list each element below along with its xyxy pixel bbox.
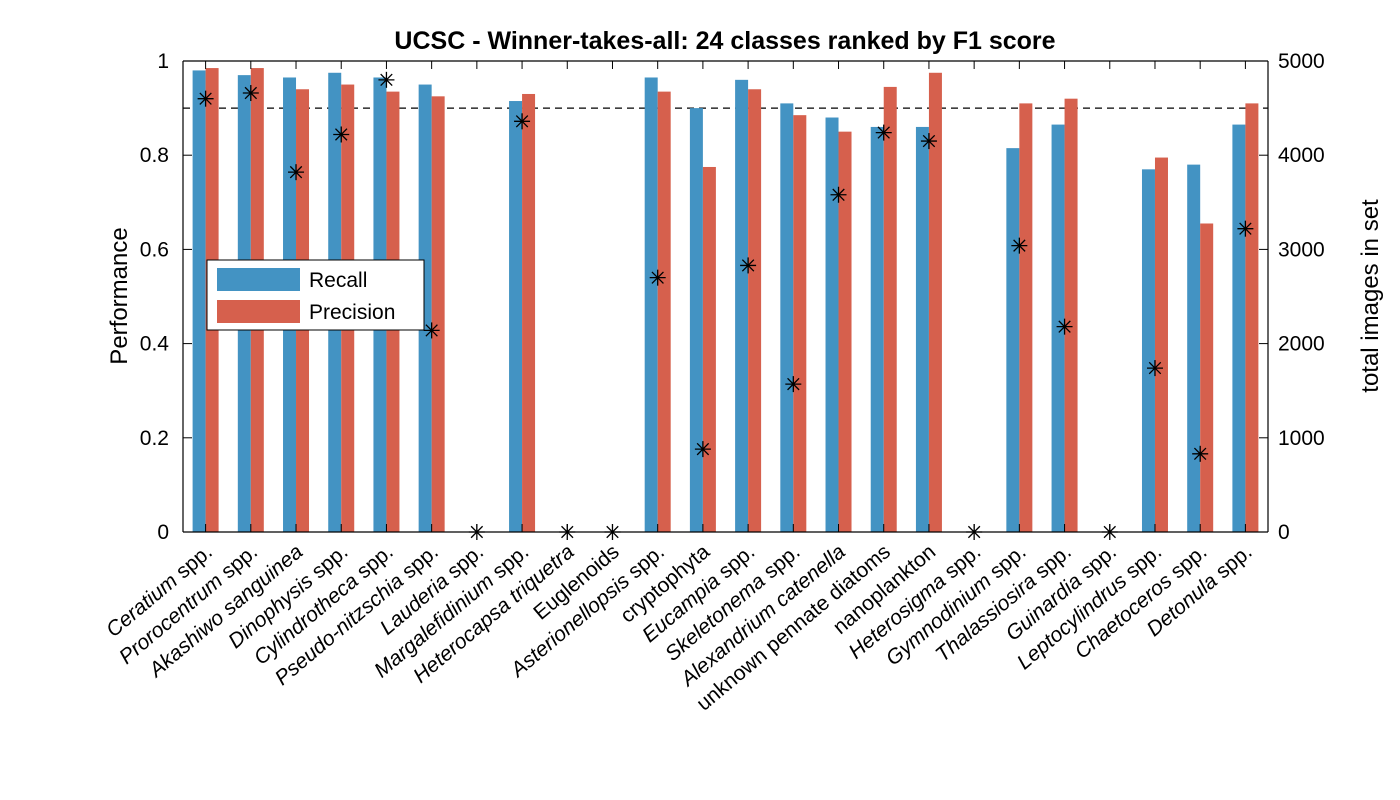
y2-axis-label: total images in set: [1357, 199, 1384, 393]
marker-total-19: [1056, 318, 1073, 335]
bar-precision-5: [431, 96, 445, 532]
right-axis-ticks: 0 1000 2000 3000 4000 5000: [1259, 50, 1325, 544]
marker-total-4: [378, 71, 395, 88]
marker-total-12: [740, 257, 757, 274]
marker-total-21: [1146, 360, 1163, 377]
y-tick-label-3: 0.6: [140, 238, 169, 261]
bar-precision-23: [1245, 103, 1259, 532]
y2-tick-label-3: 3000: [1278, 238, 1325, 261]
bar-precision-10: [657, 91, 671, 533]
bar-precision-18: [1019, 103, 1033, 532]
bar-precision-11: [702, 166, 716, 532]
axes-layer: [182, 60, 1269, 533]
bar-recall-16: [915, 126, 929, 532]
marker-total-15: [875, 124, 892, 141]
marker-total-2: [288, 164, 305, 181]
marker-total-22: [1192, 445, 1209, 462]
bar-recall-21: [1141, 169, 1155, 532]
bar-precision-14: [838, 131, 852, 532]
y2-tick-label-4: 4000: [1278, 144, 1325, 167]
bar-recall-14: [825, 117, 839, 533]
marker-total-5: [423, 322, 440, 339]
legend-label-precision: Precision: [309, 301, 395, 324]
y-axis-label: Performance: [106, 227, 133, 364]
bar-recall-0: [192, 70, 206, 533]
bar-recall-11: [689, 108, 703, 532]
marker-total-18: [1011, 237, 1028, 254]
legend-swatch-recall: [217, 268, 300, 291]
bar-recall-5: [418, 84, 432, 533]
y2-tick-label-5: 5000: [1278, 50, 1325, 73]
y2-tick-label-2: 2000: [1278, 333, 1325, 356]
marker-total-11: [694, 441, 711, 458]
category-labels: Ceratium spp.Prorocentrum spp.Akashiwo s…: [102, 540, 1257, 715]
marker-total-3: [333, 126, 350, 143]
bar-recall-10: [644, 77, 658, 533]
bar-recall-7: [509, 101, 523, 532]
y-tick-label-2: 0.4: [140, 333, 170, 356]
bar-recall-22: [1187, 164, 1201, 532]
bar-precision-21: [1154, 157, 1168, 532]
bar-precision-7: [522, 93, 536, 532]
bar-recall-13: [780, 103, 794, 532]
y-tick-label-4: 0.8: [140, 144, 169, 167]
marker-total-1: [242, 85, 259, 102]
y2-tick-label-0: 0: [1278, 521, 1290, 544]
bar-precision-12: [748, 89, 762, 532]
bar-recall-15: [870, 126, 884, 532]
y2-tick-label-1: 1000: [1278, 427, 1325, 450]
bar-recall-12: [735, 79, 749, 532]
bar-recall-19: [1051, 124, 1065, 533]
marker-total-23: [1237, 220, 1254, 237]
marker-total-10: [649, 269, 666, 286]
bar-precision-16: [928, 72, 942, 533]
marker-total-16: [920, 133, 937, 150]
left-axis-ticks: 0 0.2 0.4 0.6 0.8 1: [140, 50, 192, 544]
legend-swatch-precision: [217, 300, 300, 323]
marker-total-7: [514, 113, 531, 130]
y-tick-label-0: 0: [157, 521, 169, 544]
bar-precision-13: [793, 115, 807, 532]
marker-total-13: [785, 376, 802, 393]
bar-precision-19: [1064, 98, 1078, 533]
y-tick-label-1: 0.2: [140, 427, 169, 450]
bar-precision-15: [883, 86, 897, 532]
marker-total-14: [830, 186, 847, 203]
bar-recall-18: [1006, 148, 1020, 532]
legend-label-recall: Recall: [309, 269, 367, 292]
chart-title: UCSC - Winner-takes-all: 24 classes rank…: [394, 27, 1055, 55]
marker-total-0: [197, 90, 214, 107]
legend: Recall Precision: [206, 259, 425, 331]
y-tick-label-5: 1: [157, 50, 169, 73]
bar-recall-23: [1232, 124, 1246, 533]
bar-precision-22: [1200, 223, 1214, 532]
